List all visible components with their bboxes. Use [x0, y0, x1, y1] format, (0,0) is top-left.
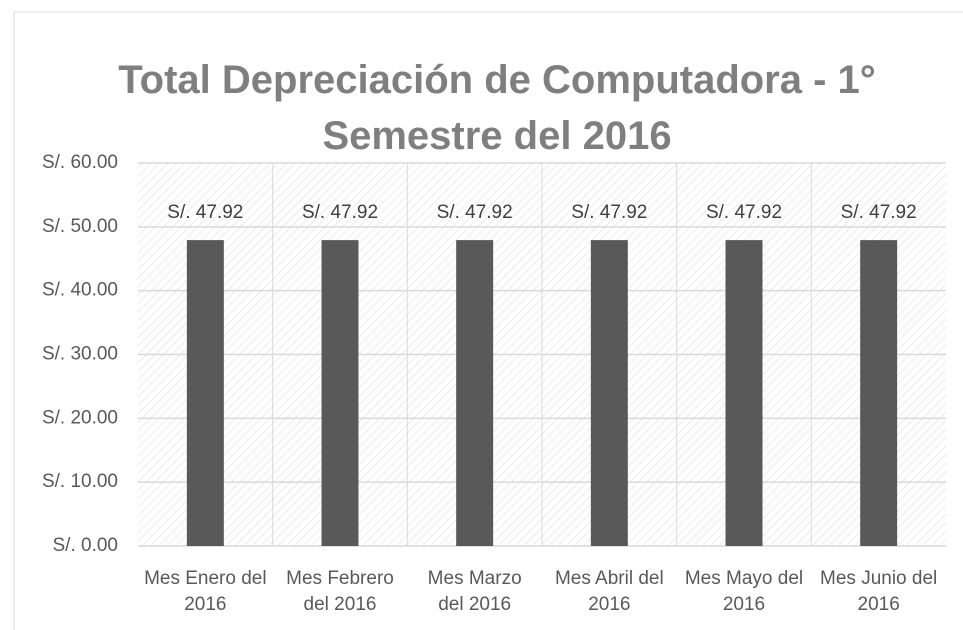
data-label: S/. 47.92 — [571, 202, 647, 223]
y-tick-label: S/. 50.00 — [42, 216, 118, 237]
chart-title: Total Depreciación de Computadora - 1° S… — [118, 58, 876, 158]
x-tick-label: Mes Febrero del 2016 — [286, 568, 394, 615]
x-tick-label: Mes Mayo del 2016 — [684, 568, 804, 615]
y-tick-label: S/. 40.00 — [42, 280, 118, 301]
y-tick-label: S/. 60.00 — [42, 152, 118, 173]
data-label: S/. 47.92 — [302, 202, 378, 223]
x-tick-label: Mes Abril del 2016 — [554, 568, 664, 615]
data-label: S/. 47.92 — [706, 202, 782, 223]
x-tick-label: Mes Enero del 2016 — [144, 568, 267, 615]
bar — [186, 240, 224, 547]
x-tick-label: Mes Junio del 2016 — [820, 568, 938, 615]
bar — [321, 240, 359, 547]
x-tick-label: Mes Marzo del 2016 — [427, 568, 522, 615]
bar — [860, 240, 898, 547]
bar — [456, 240, 494, 547]
data-label: S/. 47.92 — [167, 202, 243, 223]
y-tick-label: S/. 20.00 — [42, 407, 118, 428]
y-tick-label: S/. 0.00 — [53, 535, 119, 556]
data-label: S/. 47.92 — [437, 202, 513, 223]
y-tick-label: S/. 30.00 — [42, 344, 118, 365]
bar — [725, 240, 763, 547]
y-tick-label: S/. 10.00 — [42, 471, 118, 492]
chart-border — [13, 11, 963, 630]
bar — [590, 240, 628, 547]
data-label: S/. 47.92 — [841, 202, 917, 223]
